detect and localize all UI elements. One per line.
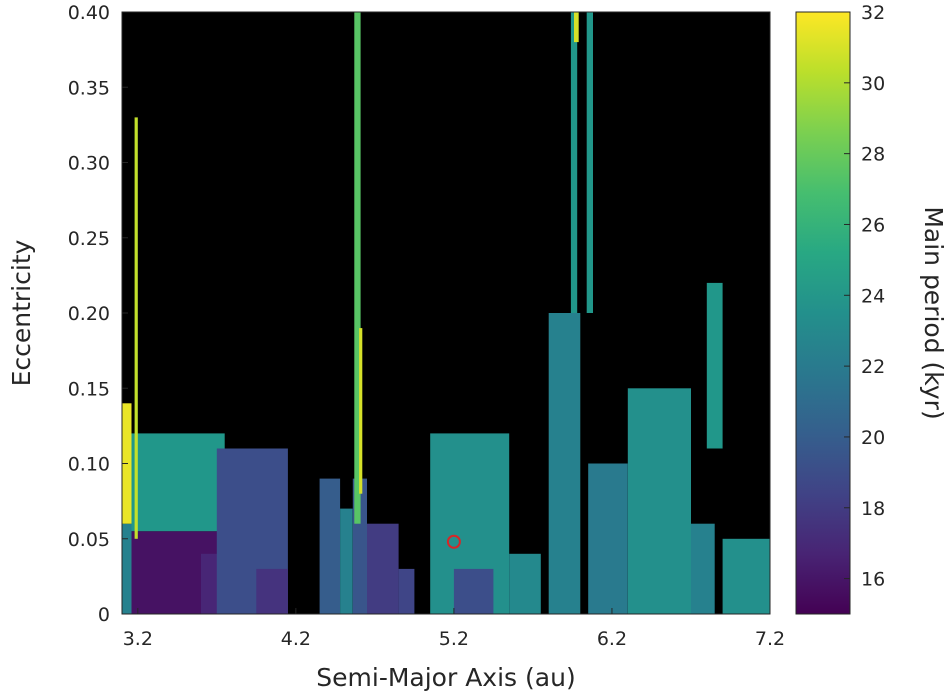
heatmap-region xyxy=(509,553,541,614)
colorbar: 16 18 20 22 24 26 28 30 32 xyxy=(795,2,885,615)
y-tick-label: 0.05 xyxy=(68,529,110,551)
colorbar-tick-label: 30 xyxy=(861,73,885,95)
x-tick-label: 6.2 xyxy=(597,628,627,650)
plot-area xyxy=(121,11,771,615)
reference-marker xyxy=(446,534,461,549)
heatmap-region xyxy=(122,523,132,614)
colorbar-tick-label: 28 xyxy=(861,144,885,166)
colorbar-tick-label: 26 xyxy=(861,214,885,236)
heatmap-strip xyxy=(586,12,593,313)
heatmap-region xyxy=(340,508,353,614)
heatmap-region xyxy=(627,388,691,615)
x-tick-label: 7.2 xyxy=(755,628,785,650)
colorbar-tick-label: 24 xyxy=(861,285,885,307)
colorbar-title: Main period (kyr) xyxy=(919,206,948,419)
y-tick-label: 0.25 xyxy=(68,228,110,250)
y-tick-label: 0.10 xyxy=(68,454,110,476)
heatmap-strip xyxy=(354,12,361,524)
x-axis: 3.2 4.2 5.2 6.2 7.2 xyxy=(123,608,785,650)
heatmap-region xyxy=(367,523,399,614)
heatmap-region xyxy=(706,282,723,449)
heatmap-region xyxy=(548,313,581,614)
heatmap-region xyxy=(398,568,415,614)
y-tick-label: 0.40 xyxy=(68,2,110,24)
x-tick-label: 3.2 xyxy=(123,628,153,650)
y-axis: 0 0.05 0.10 0.15 0.20 0.25 0.30 0.35 0.40 xyxy=(68,2,128,626)
colorbar-tick-label: 22 xyxy=(861,356,885,378)
heatmap-region xyxy=(256,568,288,614)
heatmap-strip xyxy=(359,328,363,494)
y-tick-label: 0.35 xyxy=(68,77,110,99)
y-tick-label: 0.15 xyxy=(68,378,110,400)
colorbar-tick-label: 16 xyxy=(861,569,885,591)
colorbar-ticks: 16 18 20 22 24 26 28 30 32 xyxy=(844,2,885,591)
colorbar-tick-label: 20 xyxy=(861,427,885,449)
y-tick-label: 0 xyxy=(98,604,110,626)
heatmap-strip xyxy=(570,12,578,313)
heatmap-region xyxy=(588,463,628,614)
x-tick-label: 4.2 xyxy=(281,628,311,650)
y-tick-label: 0.30 xyxy=(68,153,110,175)
x-tick-label: 5.2 xyxy=(439,628,469,650)
x-axis-title: Semi-Major Axis (au) xyxy=(316,663,575,692)
colorbar-gradient xyxy=(796,12,850,614)
colorbar-tick-label: 32 xyxy=(861,2,885,24)
heatmap-region xyxy=(453,568,494,614)
colorbar-frame xyxy=(795,11,851,615)
heatmap-strip xyxy=(574,12,579,43)
heatmap-strip xyxy=(134,117,138,539)
y-axis-title: Eccentricity xyxy=(7,239,36,386)
heatmap-region xyxy=(722,538,770,615)
heatmap-region xyxy=(691,523,715,614)
y-tick-label: 0.20 xyxy=(68,303,110,325)
heatmap-region xyxy=(131,433,225,532)
heatmap-cells xyxy=(122,12,770,615)
colorbar-tick-label: 18 xyxy=(861,498,885,520)
marker-circle xyxy=(446,534,461,549)
heatmap-region xyxy=(319,478,341,614)
